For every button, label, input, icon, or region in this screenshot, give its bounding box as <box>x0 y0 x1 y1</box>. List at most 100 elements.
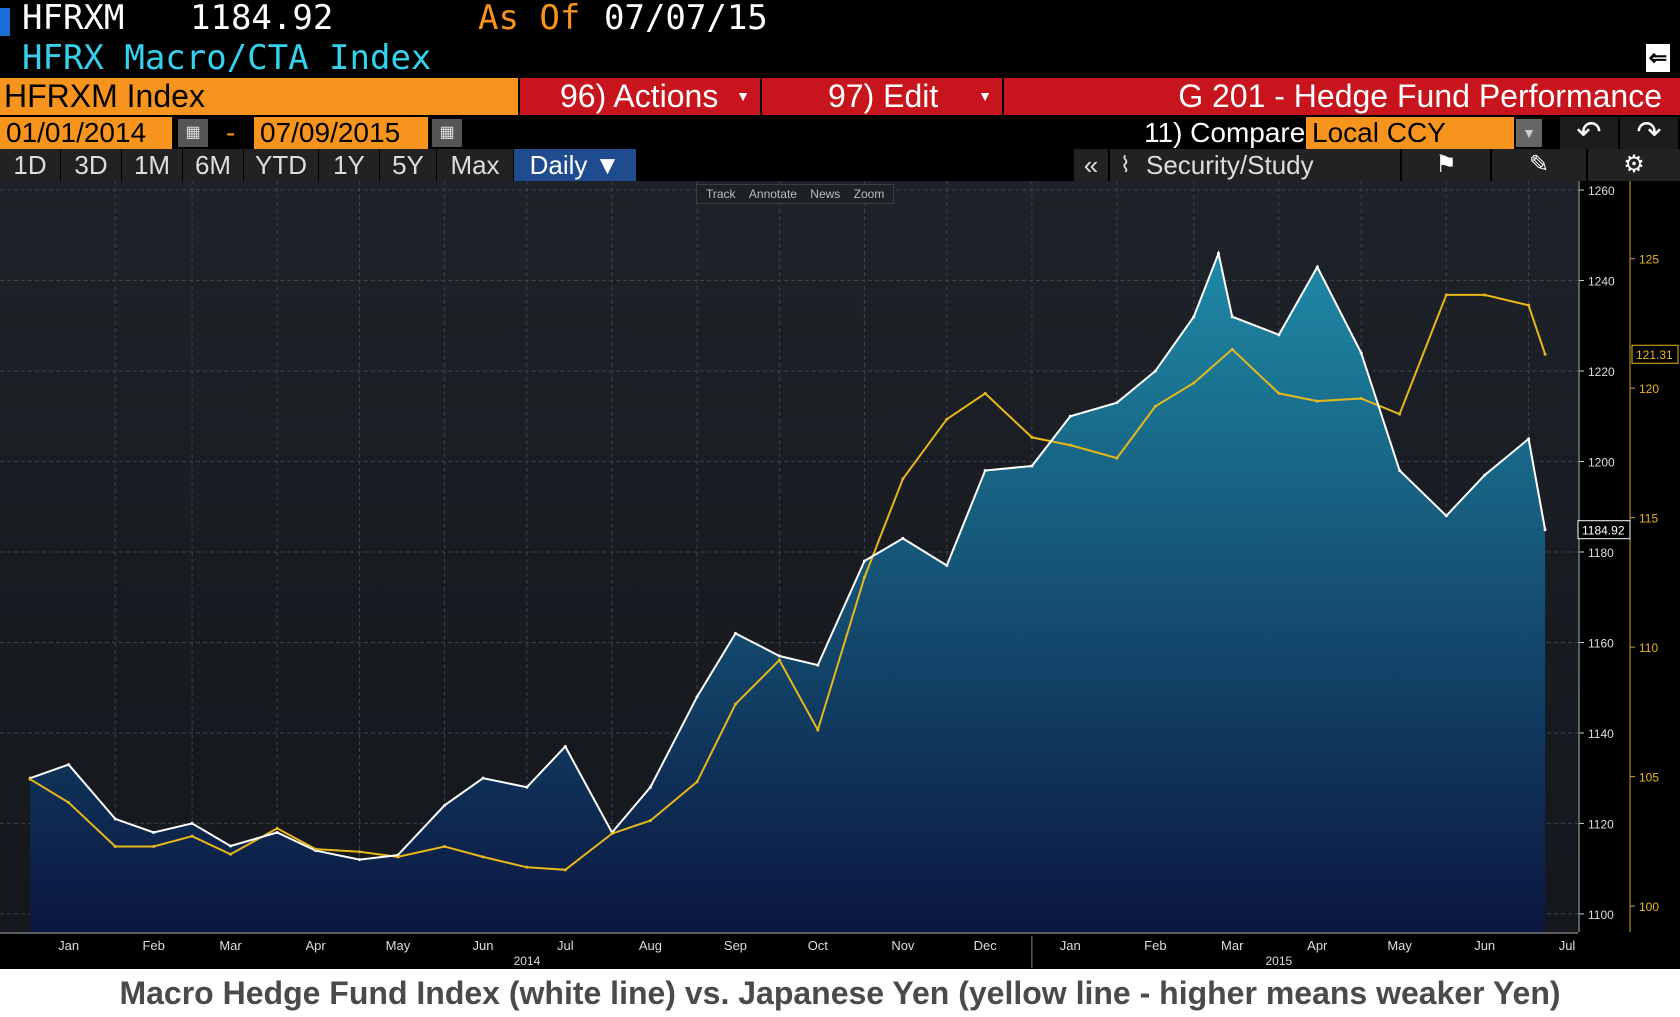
yen-point <box>1315 399 1319 403</box>
chart-canvas[interactable]: 1100 1120 1140 1160 1180 1200 1220 1240 1260 100 1… <box>0 181 1680 969</box>
y-tick-label: 1140 <box>1588 727 1614 741</box>
x-tick-label: Jul <box>557 938 574 953</box>
annotate-tool[interactable]: Annotate <box>748 187 797 201</box>
export-icon[interactable]: ⇐ <box>1646 44 1670 72</box>
security-study-label: Security/Study <box>1146 150 1314 180</box>
hfrx-point <box>862 559 866 563</box>
price-chart[interactable]: 1100 1120 1140 1160 1180 1200 1220 1240 1260 100 1… <box>0 181 1680 969</box>
redo-icon[interactable]: ↷ <box>1620 117 1678 149</box>
hfrx-area <box>30 253 1546 932</box>
calendar-icon[interactable]: ▦ <box>432 119 462 147</box>
security-input[interactable]: HFRXM Index <box>0 78 518 115</box>
hfrx-point <box>777 654 781 658</box>
yen-point <box>983 391 987 395</box>
hfrx-point <box>443 803 447 807</box>
calendar-icon[interactable]: ▦ <box>178 119 208 147</box>
ticker-symbol: HFRXM <box>22 0 125 38</box>
hfrx-point <box>1527 437 1531 441</box>
start-date-field[interactable]: 01/01/2014 <box>0 117 172 149</box>
yen-point <box>816 728 820 732</box>
year-label: 2015 <box>1266 954 1293 968</box>
hfrx-point <box>1398 469 1402 473</box>
hfrx-point <box>275 830 279 834</box>
compare-button[interactable]: 11) Compare <box>1144 117 1306 148</box>
hfrx-point <box>945 564 949 568</box>
flag-icon[interactable]: ⚑ <box>1402 149 1490 181</box>
x-tick-label: Apr <box>1307 938 1328 953</box>
frequency-select[interactable]: Daily ▼ <box>514 149 637 181</box>
yen-point <box>190 834 194 838</box>
hfrx-point <box>113 817 117 821</box>
chevron-down-icon: ▼ <box>978 88 992 104</box>
yen-line <box>29 293 1547 871</box>
period-3d[interactable]: 3D <box>61 149 122 181</box>
currency-select[interactable]: Local CCY <box>1306 117 1514 149</box>
period-6m[interactable]: 6M <box>183 149 244 181</box>
y-tick-label: 1260 <box>1588 184 1615 198</box>
period-1d[interactable]: 1D <box>0 149 61 181</box>
collapse-button[interactable]: « <box>1074 149 1108 181</box>
y2-tick-label: 115 <box>1639 512 1658 526</box>
y-tick-label: 1120 <box>1588 817 1614 831</box>
period-max[interactable]: Max <box>437 149 514 181</box>
edit-chart-icon[interactable]: ✎ <box>1492 149 1586 181</box>
security-study-button[interactable]: ⌇ Security/Study <box>1110 149 1400 181</box>
yen-point <box>28 777 32 781</box>
yen-point <box>67 801 71 805</box>
hfrx-point <box>1153 369 1157 373</box>
y2-tick-label: 120 <box>1639 382 1659 396</box>
hfrx-point <box>229 844 233 848</box>
hfrx-point <box>1192 315 1196 319</box>
yen-point <box>1030 435 1034 439</box>
last-value-box-hfrx <box>1577 520 1631 540</box>
y-tick-label: 1180 <box>1588 546 1614 560</box>
yen-point <box>695 780 699 784</box>
edit-menu-button[interactable]: 97) Edit ▼ <box>762 78 1002 115</box>
y-tick-label: 1200 <box>1588 455 1615 469</box>
yen-point <box>1068 443 1072 447</box>
yen-point <box>152 845 156 849</box>
x-tick-label: Apr <box>305 938 326 953</box>
chart-tools: Track Annotate News Zoom <box>696 184 895 204</box>
edit-label: 97) Edit <box>828 78 939 114</box>
undo-icon[interactable]: ↶ <box>1560 117 1618 149</box>
x-tick-label: Mar <box>219 938 242 953</box>
hfrx-point <box>816 663 820 667</box>
hfrx-point <box>1030 464 1034 468</box>
hfrx-point <box>563 745 567 749</box>
y2-tick-label: 100 <box>1639 900 1659 914</box>
actions-menu-button[interactable]: 96) Actions ▼ <box>520 78 760 115</box>
x-tick-label: Jun <box>473 938 494 953</box>
year-label: 2014 <box>514 954 541 968</box>
news-tool[interactable]: News <box>810 187 841 201</box>
period-5y[interactable]: 5Y <box>380 149 437 181</box>
yen-point <box>733 702 737 706</box>
zoom-tool[interactable]: Zoom <box>853 187 885 201</box>
hfrx-point <box>481 776 485 780</box>
yen-point <box>901 477 905 481</box>
function-bar: HFRXM Index 96) Actions ▼ 97) Edit ▼ G 2… <box>0 78 1680 115</box>
as-of-date: 07/07/15 <box>604 0 768 38</box>
period-1m[interactable]: 1M <box>122 149 183 181</box>
end-date-field[interactable]: 07/09/2015 <box>254 117 428 149</box>
yen-point <box>1192 381 1196 385</box>
yen-point <box>314 847 318 851</box>
gear-icon[interactable]: ⚙ <box>1588 149 1680 181</box>
period-1y[interactable]: 1Y <box>319 149 380 181</box>
x-tick-label: Sep <box>724 938 747 953</box>
period-ytd[interactable]: YTD <box>244 149 319 181</box>
hfrx-point <box>983 469 987 473</box>
x-tick-label: Feb <box>142 938 164 953</box>
index-name: HFRX Macro/CTA Index <box>22 38 432 78</box>
yen-point <box>1543 352 1547 356</box>
x-tick-label: Aug <box>639 938 662 953</box>
yen-point <box>1230 347 1234 351</box>
x-tick-label: Jan <box>58 938 79 953</box>
chevron-down-icon[interactable]: ▼ <box>1516 119 1542 147</box>
date-range-bar: 01/01/2014 ▦ - 07/09/2015 ▦ 11) Compare … <box>0 117 1680 149</box>
yen-point <box>275 826 279 830</box>
hfrx-point <box>190 821 194 825</box>
x-tick-label: Jul <box>1559 938 1576 953</box>
track-tool[interactable]: Track <box>706 187 736 201</box>
yen-point <box>1277 391 1281 395</box>
